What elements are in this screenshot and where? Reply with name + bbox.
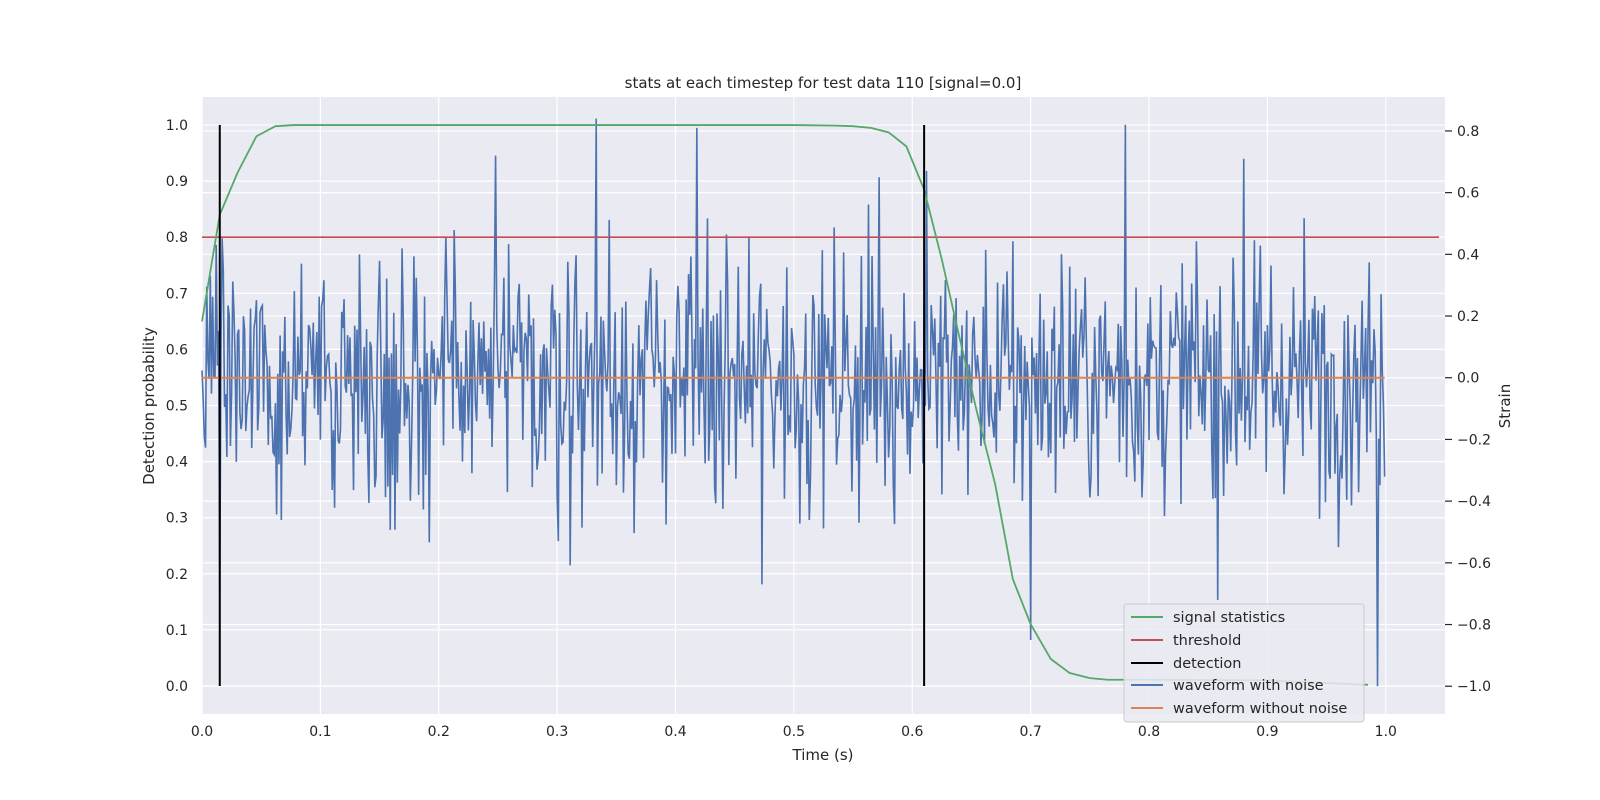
y-right-tick-label: 0.4 — [1457, 247, 1479, 263]
x-tick-label: 0.1 — [309, 724, 331, 740]
y-right-tick-label: −0.6 — [1457, 556, 1491, 572]
y-left-tick-label: 0.0 — [166, 679, 188, 695]
y-left-tick-label: 0.1 — [166, 623, 188, 639]
y-left-tick-label: 0.6 — [166, 342, 188, 358]
y-right-tick-label: 0.8 — [1457, 124, 1479, 140]
x-tick-label: 0.0 — [191, 724, 213, 740]
legend-label-detection: detection — [1173, 656, 1241, 672]
y-left-tick-label: 0.9 — [166, 174, 188, 190]
x-axis-title: Time (s) — [792, 746, 854, 764]
y-right-tick-label: −1.0 — [1457, 679, 1491, 695]
y-right-tick-label: −0.4 — [1457, 494, 1491, 510]
y-right-tick-label: 0.0 — [1457, 371, 1479, 387]
y-right-tick-label: 0.6 — [1457, 186, 1479, 202]
y-left-tick-label: 0.4 — [166, 455, 188, 471]
tick-layer: 0.0 0.1 0.2 0.3 0.4 0.5 0.6 0.7 0.8 0.9 1.0 0.0 0.1 0… — [166, 118, 1491, 740]
y-left-tick-label: 0.3 — [166, 511, 188, 527]
legend-label-waveform-with-noise: waveform with noise — [1173, 678, 1324, 694]
x-tick-label: 0.4 — [664, 724, 686, 740]
legend-label-threshold: threshold — [1173, 633, 1241, 649]
series-layer — [201, 118, 1440, 687]
x-tick-label: 1.0 — [1375, 724, 1397, 740]
y-right-tick-label: −0.8 — [1457, 618, 1491, 634]
y-right-tick-label: −0.2 — [1457, 432, 1491, 448]
chart-title: stats at each timestep for test data 110… — [625, 74, 1022, 92]
x-tick-label: 0.6 — [901, 724, 923, 740]
y-right-tick-label: 0.2 — [1457, 309, 1479, 325]
y-axis-left-title: Detection probability — [140, 327, 158, 485]
y-left-tick-label: 0.8 — [166, 230, 188, 246]
y-left-tick-label: 0.7 — [166, 286, 188, 302]
x-tick-label: 0.5 — [783, 724, 805, 740]
y-left-tick-label: 0.2 — [166, 567, 188, 583]
x-tick-label: 0.3 — [546, 724, 568, 740]
x-tick-label: 0.9 — [1256, 724, 1278, 740]
x-tick-label: 0.7 — [1020, 724, 1042, 740]
y-axis-right-title: Strain — [1496, 384, 1514, 428]
legend-label-waveform-without-noise: waveform without noise — [1173, 701, 1347, 717]
legend-box — [1123, 603, 1365, 723]
series-line-signal-statistics — [201, 124, 1369, 686]
x-tick-label: 0.2 — [428, 724, 450, 740]
y-left-tick-label: 1.0 — [166, 118, 188, 134]
series-line-waveform-with-noise — [201, 118, 1386, 687]
legend: signal statistics threshold detection wa… — [1123, 603, 1365, 723]
y-left-tick-label: 0.5 — [166, 399, 188, 415]
x-tick-label: 0.8 — [1138, 724, 1160, 740]
legend-label-signal-statistics: signal statistics — [1173, 610, 1285, 626]
